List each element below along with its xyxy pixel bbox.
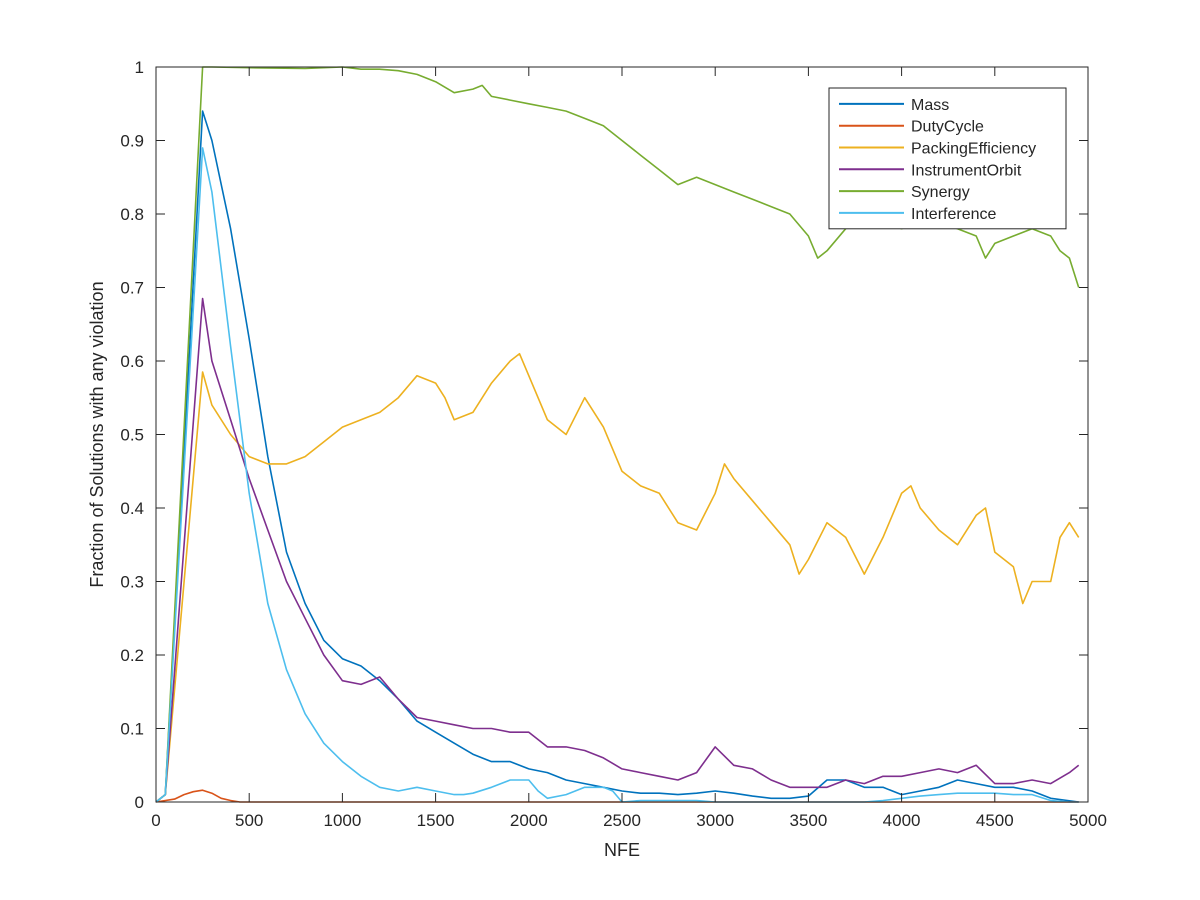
x-tick-label: 4000: [883, 811, 921, 830]
legend-label: Mass: [911, 97, 949, 114]
y-tick-label: 0.9: [120, 132, 144, 151]
series-line-interference: [155, 147, 1079, 803]
y-tick-label: 0.2: [120, 646, 144, 665]
ticks-layer: 0 500 1000 1500 2000 2500 3000 3500 4000 4500 5000…: [120, 58, 1107, 830]
legend-label: InstrumentOrbit: [911, 162, 1022, 179]
legend-box: [828, 87, 1067, 230]
series-line-synergy: [155, 66, 1080, 803]
y-tick-label: 0.5: [120, 426, 144, 445]
legend-label: PackingEfficiency: [911, 141, 1036, 158]
x-tick-label: 2000: [510, 811, 548, 830]
series-line-instrumentorbit: [155, 297, 1080, 803]
y-axis-label: Fraction of Solutions with any violation: [87, 281, 107, 587]
y-tick-label: 0.7: [120, 279, 144, 298]
y-tick-label: 0.4: [120, 499, 144, 518]
x-tick-label: 2500: [603, 811, 641, 830]
series-line-packingefficiency: [155, 352, 1080, 803]
legend-label: Synergy: [911, 184, 970, 201]
series-line-mass: [155, 110, 1079, 803]
x-tick-label: 3500: [789, 811, 827, 830]
x-tick-label: 0: [151, 811, 160, 830]
x-tick-label: 3000: [696, 811, 734, 830]
legend-label: DutyCycle: [911, 119, 984, 136]
y-tick-label: 0.8: [120, 205, 144, 224]
y-tick-label: 0: [135, 793, 144, 812]
y-tick-label: 0.6: [120, 352, 144, 371]
x-tick-label: 5000: [1069, 811, 1107, 830]
x-axis-label: NFE: [604, 840, 640, 860]
y-tick-label: 0.1: [120, 720, 144, 739]
y-tick-label: 0.3: [120, 573, 144, 592]
x-tick-label: 1000: [323, 811, 361, 830]
plot-area: 0 500 1000 1500 2000 2500 3000 3500 4000 4500 5000…: [120, 58, 1107, 830]
y-tick-label: 1: [135, 58, 144, 77]
legend: Mass DutyCycle PackingEfficiency Instrument…: [828, 87, 1067, 230]
legend-label: Interference: [911, 206, 996, 223]
x-tick-label: 1500: [417, 811, 455, 830]
series-layer: [155, 66, 1080, 803]
x-tick-label: 4500: [976, 811, 1014, 830]
x-tick-label: 500: [235, 811, 263, 830]
